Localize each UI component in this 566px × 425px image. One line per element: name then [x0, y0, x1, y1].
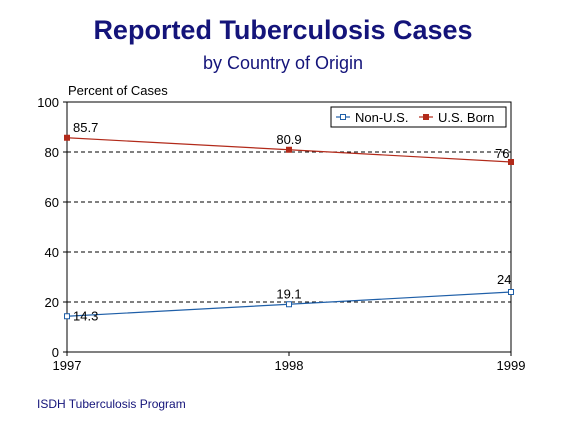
y-tick-label: 80 [45, 145, 59, 160]
data-point [64, 313, 70, 320]
chart-title: Reported Tuberculosis Cases [93, 15, 473, 45]
data-label: 85.7 [73, 120, 98, 135]
x-tick-label: 1999 [497, 358, 526, 373]
legend-entry: Non-U.S. [355, 110, 408, 125]
data-point [286, 146, 292, 153]
data-point [508, 159, 514, 165]
series-layer: 14.3 19.1 24 85.7 80.9 76 [64, 120, 514, 323]
y-tick-label: 0 [52, 345, 59, 360]
data-point [508, 289, 514, 295]
data-point [286, 301, 292, 308]
y-tick-label: 60 [45, 195, 59, 210]
x-tick-label: 1998 [275, 358, 304, 373]
data-label: 14.3 [73, 308, 98, 323]
legend-swatch-marker [423, 114, 429, 120]
data-label: 76 [495, 146, 509, 161]
axis-ticks: 0 20 40 60 80 100 1997 1998 1999 [37, 95, 525, 373]
chart-subtitle: by Country of Origin [202, 53, 364, 73]
y-tick-label: 40 [45, 245, 59, 260]
grid-lines [67, 151, 511, 303]
y-tick-label: 100 [37, 95, 59, 110]
footer-source: ISDH Tuberculosis Program [37, 397, 186, 411]
data-label: 24 [497, 272, 511, 287]
data-label: 19.1 [276, 286, 301, 301]
y-axis-label: Percent of Cases [68, 83, 168, 98]
data-point [64, 134, 70, 141]
y-tick-label: 20 [45, 295, 59, 310]
legend-box [330, 106, 507, 128]
legend-entry: U.S. Born [438, 110, 494, 125]
x-tick-label: 1997 [53, 358, 82, 373]
legend: Non-U.S. U.S. Born [330, 106, 507, 128]
legend-swatch-marker [340, 114, 346, 120]
data-label: 80.9 [276, 132, 301, 147]
